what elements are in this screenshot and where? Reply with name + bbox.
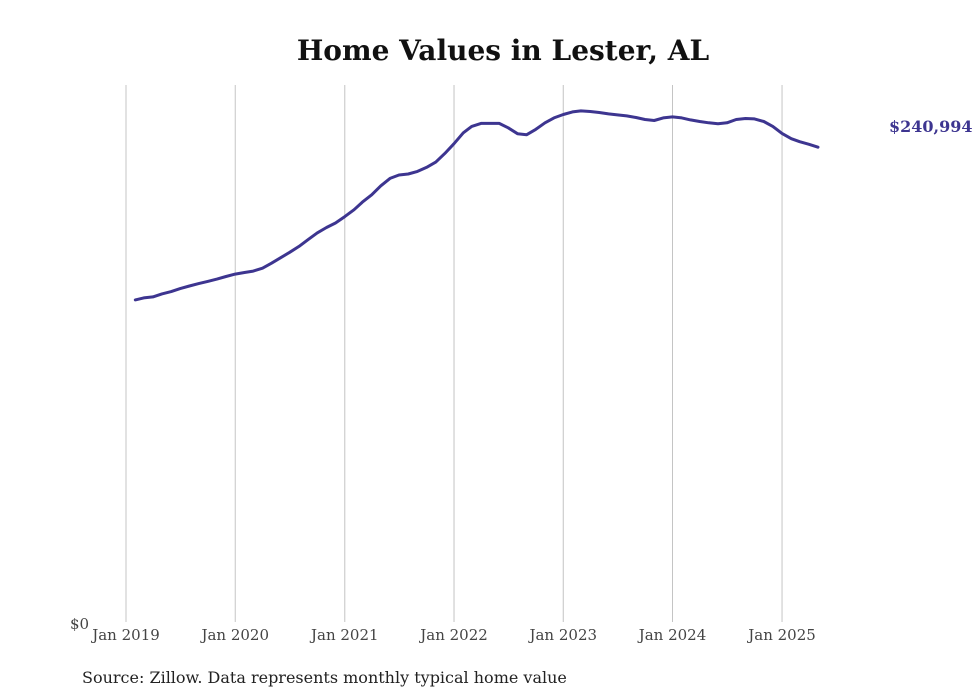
x-tick-label-6: Jan 2025 xyxy=(746,626,816,644)
x-tick-label-5: Jan 2024 xyxy=(637,626,707,644)
x-tick-label-4: Jan 2023 xyxy=(527,626,597,644)
latest-value-label: $240,994 xyxy=(889,117,973,136)
x-tick-label-1: Jan 2020 xyxy=(199,626,269,644)
x-tick-label-2: Jan 2021 xyxy=(309,626,379,644)
x-tick-label-0: Jan 2019 xyxy=(90,626,160,644)
chart-title: Home Values in Lester, AL xyxy=(297,34,710,67)
x-tick-label-3: Jan 2022 xyxy=(418,626,488,644)
y-axis-zero-label: $0 xyxy=(70,615,89,633)
source-note: Source: Zillow. Data represents monthly … xyxy=(82,668,567,687)
home-value-line xyxy=(133,109,820,302)
vertical-gridlines xyxy=(125,85,783,622)
x-axis-tick-labels: Jan 2019 Jan 2020 Jan 2021 Jan 2022 Jan 2023… xyxy=(90,626,816,644)
